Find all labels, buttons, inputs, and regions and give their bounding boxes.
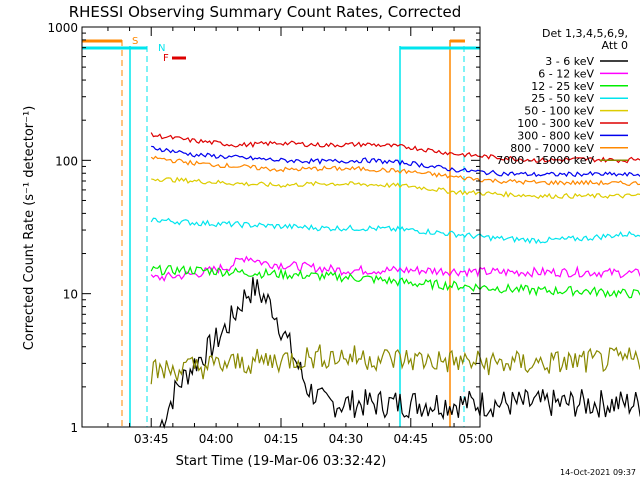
series-line-7 (150, 155, 640, 187)
flag-label-F: F (163, 53, 169, 64)
y-tick-label: 100 (55, 154, 78, 168)
y-axis-label: Corrected Count Rate (s⁻¹ detector⁻¹) (22, 106, 37, 351)
x-axis-label: Start Time (19-Mar-06 03:32:42) (176, 454, 387, 469)
x-tick-label: 04:45 (393, 432, 428, 446)
y-tick-label: 10 (63, 288, 78, 302)
series-line-5 (150, 132, 640, 164)
flag-markers: S NF (82, 36, 480, 427)
series-layer (150, 132, 640, 430)
timestamp: 14-Oct-2021 09:37 (560, 468, 636, 477)
series-line-8 (150, 344, 640, 385)
series-line-6 (151, 145, 640, 178)
series-line-4 (151, 176, 640, 199)
series-line-0 (159, 277, 640, 430)
legend-label-3: 25 - 50 keV (531, 92, 594, 105)
legend-label-2: 12 - 25 keV (531, 80, 594, 93)
y-tick-label: 1 (70, 421, 78, 435)
legend-label-6: 300 - 800 keV (517, 129, 594, 142)
x-tick-label: 04:00 (199, 432, 234, 446)
plot-frame (81, 26, 481, 428)
x-tick-label: 05:00 (458, 432, 493, 446)
y-tick-label: 1000 (47, 21, 78, 35)
legend-label-0: 3 - 6 keV (545, 55, 594, 68)
series-line-2 (150, 264, 640, 299)
series-line-1 (150, 255, 640, 283)
flag-label-N: N (158, 43, 165, 54)
chart-title: RHESSI Observing Summary Count Rates, Co… (69, 3, 462, 21)
x-tick-label: 04:30 (329, 432, 364, 446)
legend-label-7: 800 - 7000 keV (510, 142, 594, 155)
y-axis: 1 10 100 1000 (47, 21, 480, 435)
x-axis: 03:45 04:00 04:15 04:30 04:45 05:00 (107, 27, 493, 446)
flag-label-S: S (132, 36, 138, 47)
legend-label-4: 50 - 100 keV (524, 105, 594, 118)
x-tick-label: 04:15 (264, 432, 299, 446)
legend-label-1: 6 - 12 keV (538, 67, 594, 80)
legend-label-8: 7000 - 15000 keV (496, 154, 594, 167)
legend-header: Det 1,3,4,5,6,9, (542, 27, 628, 40)
x-tick-label: 03:45 (134, 432, 169, 446)
legend-header: Att 0 (602, 39, 628, 52)
series-line-3 (150, 217, 640, 245)
legend-label-5: 100 - 300 keV (517, 117, 594, 130)
